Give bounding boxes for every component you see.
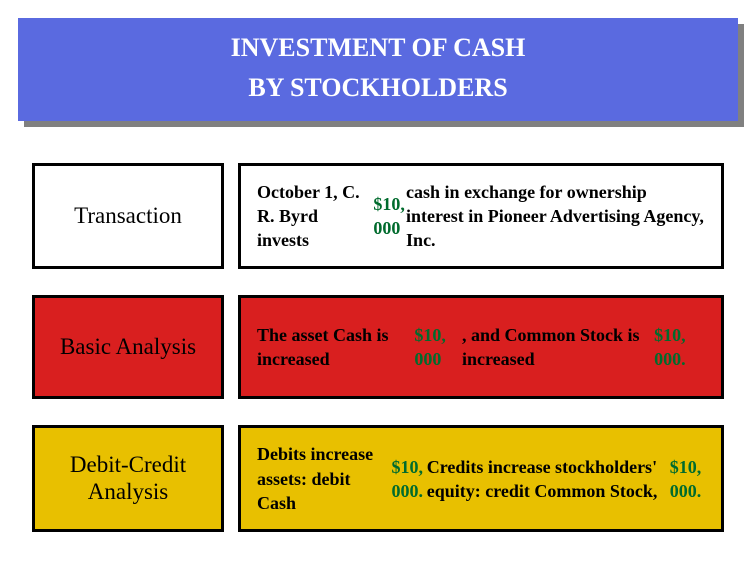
row-debit-credit-analysis-label: Debit-Credit Analysis: [51, 452, 205, 505]
title-line-1: INVESTMENT OF CASH: [26, 28, 730, 68]
amount-text: $10, 000.: [392, 455, 427, 504]
row-transaction-label: Transaction: [74, 203, 182, 229]
body-text: October 1, C. R. Byrd invests: [257, 180, 373, 253]
body-text: , and Common Stock is increased: [462, 323, 654, 372]
body-text: Debits increase assets: debit Cash: [257, 442, 392, 515]
analysis-rows: Transaction October 1, C. R. Byrd invest…: [18, 163, 738, 533]
row-debit-credit-analysis-label-cell: Debit-Credit Analysis: [32, 425, 224, 532]
amount-text: $10, 000: [373, 192, 406, 241]
row-basic-analysis-body: The asset Cash is increased $10, 000, an…: [238, 295, 724, 399]
row-transaction: Transaction October 1, C. R. Byrd invest…: [32, 163, 724, 270]
row-transaction-label-cell: Transaction: [32, 163, 224, 270]
body-text: The asset Cash is increased: [257, 323, 414, 372]
title-line-2: BY STOCKHOLDERS: [26, 68, 730, 108]
title-banner-box: INVESTMENT OF CASH BY STOCKHOLDERS: [18, 18, 738, 121]
body-text: Credits increase stockholders' equity: c…: [427, 455, 670, 504]
amount-text: $10, 000.: [670, 455, 705, 504]
row-basic-analysis-label: Basic Analysis: [60, 334, 196, 360]
amount-text: $10, 000.: [654, 323, 705, 372]
row-basic-analysis: Basic Analysis The asset Cash is increas…: [32, 295, 724, 399]
row-basic-analysis-label-cell: Basic Analysis: [32, 295, 224, 399]
body-text: cash in exchange for ownership interest …: [406, 180, 705, 253]
row-debit-credit-analysis: Debit-Credit Analysis Debits increase as…: [32, 425, 724, 532]
title-banner: INVESTMENT OF CASH BY STOCKHOLDERS: [18, 18, 738, 121]
amount-text: $10, 000: [414, 323, 462, 372]
row-debit-credit-analysis-body: Debits increase assets: debit Cash $10, …: [238, 425, 724, 532]
row-transaction-body: October 1, C. R. Byrd invests $10, 000 c…: [238, 163, 724, 270]
